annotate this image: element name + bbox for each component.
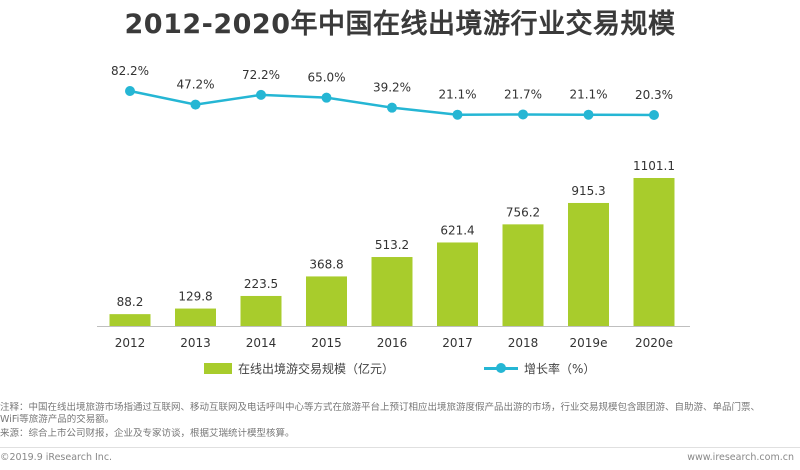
footer-divider (0, 447, 800, 448)
bar-2014 (240, 295, 282, 326)
bar-value-label: 621.4 (440, 223, 474, 237)
legend-bar-swatch (204, 362, 232, 374)
bar-value-label: 1101.1 (633, 159, 675, 173)
bar-2012 (109, 314, 151, 326)
growth-point-2013 (190, 99, 201, 110)
bar-value-label: 513.2 (375, 238, 409, 252)
bar-value-label: 368.8 (309, 257, 343, 271)
chart-title: 2012-2020年中国在线出境游行业交易规模 (124, 9, 676, 40)
growth-value-label: 21.1% (569, 88, 607, 102)
bar-value-label: 756.2 (506, 205, 540, 219)
growth-point-2015 (321, 92, 332, 103)
bar-2016 (371, 257, 413, 326)
growth-value-label: 72.2% (242, 68, 280, 82)
x-tick-label: 2018 (508, 336, 539, 350)
bar-value-label: 88.2 (117, 295, 144, 309)
growth-point-2016 (387, 102, 397, 113)
growth-point-2020e (649, 110, 659, 120)
legend-line-swatch (484, 362, 518, 374)
growth-value-label: 47.2% (176, 78, 214, 92)
bar-2017 (437, 242, 478, 326)
growth-value-label: 20.3% (635, 88, 673, 102)
growth-value-label: 21.7% (504, 87, 542, 101)
x-tick-label: 2013 (180, 336, 211, 350)
growth-point-2018 (518, 109, 528, 120)
website: www.iresearch.com.cn (687, 452, 794, 463)
footnote-line-1: 注释：中国在线出境旅游市场指通过互联网、移动互联网及电话呼叫中心等方式在旅游平台… (0, 402, 761, 413)
x-tick-label: 2012 (115, 336, 146, 350)
growth-value-label: 65.0% (307, 71, 345, 85)
bar-2015 (306, 276, 347, 326)
bar-value-label: 129.8 (178, 290, 212, 304)
growth-point-2012 (125, 86, 135, 96)
legend-line-label: 增长率（%） (524, 361, 596, 376)
legend-line: 增长率（%） (484, 360, 595, 376)
x-tick-label: 2017 (442, 336, 473, 350)
bar-value-label: 223.5 (244, 277, 278, 291)
growth-point-2019e (583, 109, 594, 120)
combo-chart: 82.2% 47.2% 72.2% 65.0% 39.2% 21.1% 21.7% 21.1%… (97, 64, 690, 350)
growth-line-layer: 82.2% 47.2% 72.2% 65.0% 39.2% 21.1% 21.7% 21.1%… (111, 64, 673, 120)
copyright: ©2019.9 iResearch Inc. (0, 452, 113, 463)
footnote-line-2: WiFi等旅游产品的交易额。 (0, 414, 115, 425)
bar-2019e (568, 202, 609, 326)
growth-value-label: 82.2% (111, 64, 149, 78)
x-tick-label: 2016 (377, 336, 408, 350)
bar-value-label: 915.3 (571, 184, 605, 198)
legend-bar-label: 在线出境游交易规模（亿元） (238, 361, 395, 376)
bar-2018 (502, 224, 544, 326)
x-tick-label: 2014 (246, 336, 277, 350)
growth-value-label: 39.2% (373, 81, 411, 95)
growth-point-2014 (256, 89, 266, 100)
growth-point-2017 (452, 109, 463, 120)
bar-2020e (633, 178, 675, 326)
growth-value-label: 21.1% (438, 88, 476, 102)
legend-bars: 在线出境游交易规模（亿元） (204, 360, 394, 376)
x-tick-label: 2019e (570, 336, 608, 350)
x-tick-label: 2020e (635, 336, 673, 350)
source-note: 来源：综合上市公司财报，企业及专家访谈，根据艾瑞统计模型核算。 (0, 428, 295, 439)
x-axis-layer: 2012 2013 2014 2015 2016 2017 2018 2019e 2020e (97, 326, 690, 350)
bar-2013 (175, 308, 216, 326)
x-tick-label: 2015 (311, 336, 342, 350)
bar-layer: 88.2 129.8 223.5 368.8 513.2 621.4 756.2 915.3 1… (109, 159, 675, 326)
